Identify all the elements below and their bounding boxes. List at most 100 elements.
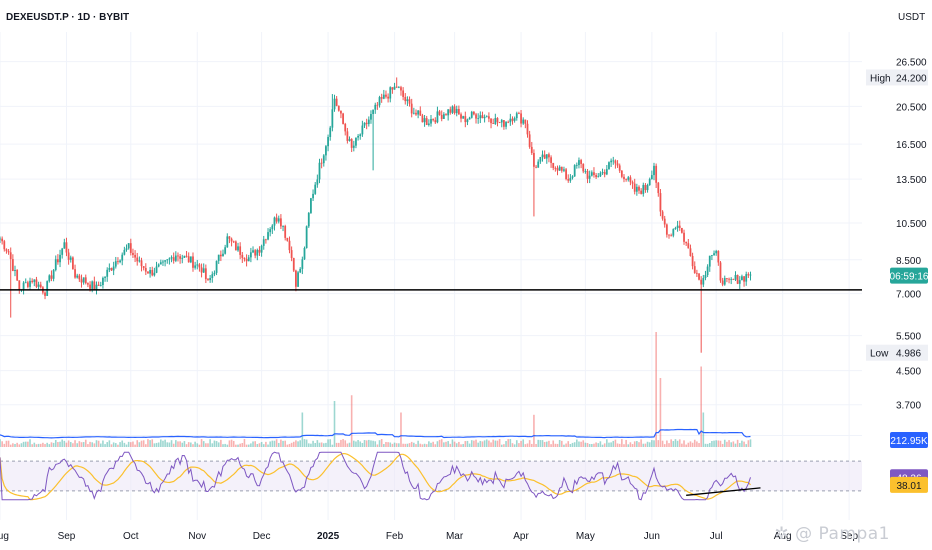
candle-body [99,285,102,286]
volume-bar [578,441,580,447]
candle-body [177,255,179,257]
candle [117,257,119,265]
volume-bar [655,332,657,447]
candle [689,244,692,257]
candle-body [680,227,683,233]
candle-body [526,123,529,135]
candle [127,243,130,250]
candle [365,118,368,130]
candle-body [483,116,486,119]
rsi-pane [0,451,862,501]
candle-body [52,269,55,279]
candle-body [121,254,124,261]
candle-body [552,162,555,168]
candle [453,104,456,115]
candle-body [31,280,34,283]
volume-bar [745,444,748,447]
volume-bar [200,439,203,447]
candle-body [239,246,242,255]
candle-body [275,217,278,222]
volume-bar [7,440,10,447]
volume-bar [507,439,509,447]
candle [215,260,218,276]
time-axis[interactable]: Aug Sep Oct Nov Dec 2025 Feb Mar Apr May Jun Jul Aug… [0,531,858,542]
candle [723,275,726,286]
candle-body [620,170,623,177]
candle [192,252,194,272]
candle-body [509,118,512,123]
candle [245,254,248,267]
candle [187,252,190,263]
price-tick-label: 10.500 [896,219,927,230]
candle-body [432,119,435,121]
volume-bar [378,440,381,447]
candle-body [648,179,651,186]
candle [605,164,608,176]
candle [427,119,430,127]
volume-bar [155,442,158,447]
candle [620,170,623,179]
candle [142,266,145,271]
volume-bar [683,440,685,447]
candle [535,164,537,169]
candle [314,181,317,195]
volume-bar [591,444,593,447]
candle [640,188,643,195]
candle-body [78,275,81,280]
volume-bar [84,439,87,447]
time-tick-label: Jun [644,531,660,542]
candle [162,259,164,266]
candle-body [22,282,25,290]
candle-body [357,135,359,138]
candle [140,257,143,272]
candle-body [653,165,655,176]
candle-body [522,119,525,124]
volume-bar [385,442,387,447]
candle [254,248,257,259]
volume-bar [621,439,623,447]
volume-bar [449,443,452,447]
candle [67,248,70,265]
candle [166,259,169,264]
candle [288,236,291,254]
candle [61,247,64,259]
candle [475,112,477,124]
candle-body [252,250,254,253]
volume-bar [511,443,514,447]
volume-bar [162,440,164,447]
volume-bar [299,440,301,447]
candle-body [472,111,475,115]
candle-body [440,114,443,119]
candle-body [460,114,462,119]
candle [434,117,437,124]
candle-body [695,272,698,274]
candle-body [228,236,231,239]
candle [119,259,121,264]
candle-body [174,255,177,261]
price-axis[interactable]: 26.500 20.500 16.500 13.500 10.500 8.500 7.000… [896,58,927,443]
volume-bar [464,441,467,447]
candle-body [29,280,31,287]
candle-body [310,198,312,213]
candle-body [222,253,224,257]
candle [147,271,149,274]
candle-body [48,275,51,282]
candle-body [5,249,8,252]
candle [533,149,535,217]
candle [419,106,422,117]
candle-body [640,190,643,194]
volume-bar [644,443,647,447]
volume-bar [631,444,634,447]
candle [738,276,741,289]
candle-body [254,250,257,256]
rsi-ma-tag-bg [890,476,928,493]
volume-bar [284,440,286,447]
candle-body [537,161,540,168]
candle-body [67,252,70,260]
candle [687,238,690,249]
candle [704,270,707,281]
candle-body [256,249,259,256]
candle [303,246,306,260]
candle [734,271,737,282]
